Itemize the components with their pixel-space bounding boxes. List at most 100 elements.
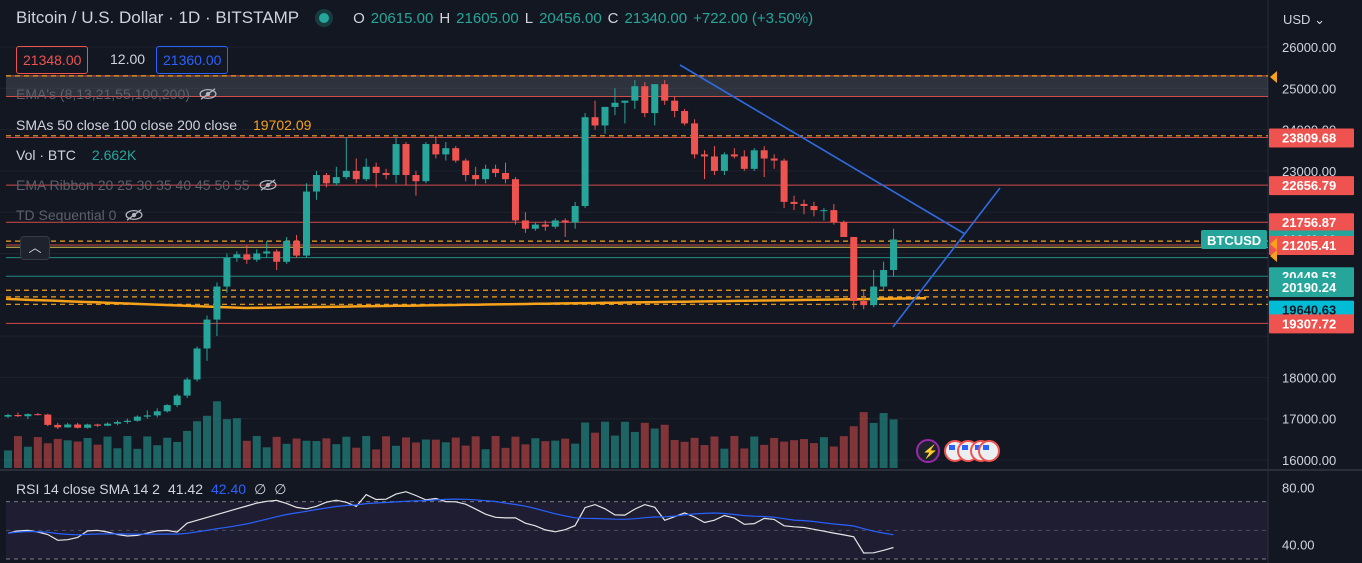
alert-marker (1270, 250, 1277, 262)
volume-bar (282, 443, 291, 468)
volume-bar (561, 438, 570, 468)
volume-bar (193, 421, 202, 468)
candle-body (780, 160, 788, 202)
rsi-empty-2: ∅ (274, 481, 287, 497)
candle-body (153, 411, 161, 416)
volume-bar (362, 436, 371, 468)
candle-body (392, 144, 400, 176)
rsi-tick-label: 80.00 (1282, 480, 1315, 495)
volume-bar (501, 447, 510, 468)
candle-body (770, 158, 778, 161)
volume-bar (83, 438, 92, 468)
candle-body (601, 106, 609, 126)
candle-body (133, 416, 141, 421)
ohlc-readout: O 20615.00 H 21605.00 L 20456.00 C 21340.00 … (353, 9, 814, 27)
ema-ribbon-row[interactable]: EMA Ribbon 20 25 30 35 40 45 50 55 (16, 177, 278, 193)
events-icons: ⚡ (916, 439, 1000, 463)
symbol-title[interactable]: Bitcoin / U.S. Dollar · 1D · BITSTAMP (16, 8, 300, 27)
price-level-label: 19307.72 (1269, 314, 1354, 334)
ema-indicator-label: EMA's (8,13,21,55,100,200) (16, 86, 190, 102)
candle-body (372, 166, 380, 173)
volume-bar (242, 440, 251, 468)
td-sequential-row[interactable]: TD Sequential 0 (16, 207, 144, 223)
volume-bar (153, 445, 162, 468)
candle-body (800, 203, 808, 207)
sma-indicator-row[interactable]: SMAs 50 close 100 close 200 close 19702.… (16, 117, 311, 133)
collapse-indicators-button[interactable]: ︿ (20, 236, 50, 260)
volume-bar (33, 437, 42, 468)
volume-bar (451, 437, 460, 468)
candle-body (870, 286, 878, 306)
rsi-legend[interactable]: RSI 14 close SMA 14 2 41.42 42.40 ∅ ∅ (16, 481, 286, 498)
volume-bar (382, 436, 391, 468)
volume-indicator-row[interactable]: Vol · BTC 2.662K (16, 147, 136, 163)
candle-body (611, 102, 619, 107)
volume-value: 2.662K (91, 147, 137, 163)
buy-price-button[interactable]: 21360.00 (156, 46, 229, 74)
volume-bar (471, 436, 480, 468)
candle-body (651, 84, 659, 114)
currency-selector[interactable]: USD ⌄ (1283, 12, 1325, 28)
ema-indicator-row[interactable]: EMA's (8,13,21,55,100,200) (16, 86, 218, 102)
candle-body (293, 241, 301, 256)
candle-body (74, 424, 82, 428)
close-value: 21340.00 (624, 9, 688, 27)
volume-bar (133, 448, 142, 468)
svg-text:⚡: ⚡ (922, 444, 938, 460)
candle-body (720, 154, 728, 171)
rsi-line (7, 491, 894, 554)
rsi-empty-1: ∅ (254, 481, 267, 497)
volume-bar (173, 441, 182, 468)
volume-bar (93, 444, 102, 468)
volume-bar (63, 440, 72, 468)
volume-bar (411, 442, 420, 468)
volume-bar (272, 436, 281, 468)
sma-200-line (5, 296, 927, 310)
volume-bar (809, 443, 818, 468)
candle-body (790, 201, 798, 204)
y-tick-label: 16000.00 (1282, 453, 1336, 468)
candle-body (890, 239, 898, 271)
eye-hidden-icon (258, 179, 277, 191)
candle-body (502, 172, 509, 180)
volume-bar (481, 449, 490, 468)
candle-body (840, 222, 848, 237)
open-value: 20615.00 (370, 9, 434, 27)
volume-bar (322, 438, 331, 468)
volume-bar (690, 437, 699, 468)
rsi-sma-value: 42.40 (211, 481, 247, 497)
price-level-label: 22656.79 (1269, 176, 1354, 196)
volume-bar (262, 447, 271, 468)
candle-body (691, 123, 699, 155)
volume-bar (551, 440, 560, 468)
td-sequential-label: TD Sequential 0 (16, 207, 117, 223)
chevron-down-icon: ⌄ (1314, 12, 1325, 27)
low-value: 20456.00 (539, 9, 602, 27)
candle-body (820, 210, 828, 212)
candle-body (561, 220, 569, 223)
candle-body (163, 405, 171, 412)
candle-body (432, 144, 440, 155)
candle-body (472, 175, 480, 180)
currency-label: USD (1283, 12, 1311, 27)
sell-price-button[interactable]: 21348.00 (16, 46, 89, 74)
volume-bar (819, 437, 828, 468)
volume-bar (730, 436, 739, 468)
y-tick-label: 18000.00 (1282, 370, 1336, 385)
trendline-down (679, 64, 966, 235)
candle-body (183, 379, 191, 396)
volume-bar (103, 436, 112, 468)
volume-bar (521, 444, 530, 468)
svg-text:23809.68: 23809.68 (1282, 130, 1336, 145)
chevron-up-icon: ︿ (28, 240, 42, 255)
volume-bar (421, 439, 430, 468)
rsi-value: 41.42 (167, 481, 204, 497)
candle-body (860, 300, 868, 306)
candle-body (24, 414, 32, 417)
volume-bar (332, 444, 341, 468)
volume-bar (591, 432, 600, 468)
volume-bar (790, 440, 799, 468)
volume-bar (780, 441, 789, 468)
alert-marker (1270, 238, 1277, 250)
